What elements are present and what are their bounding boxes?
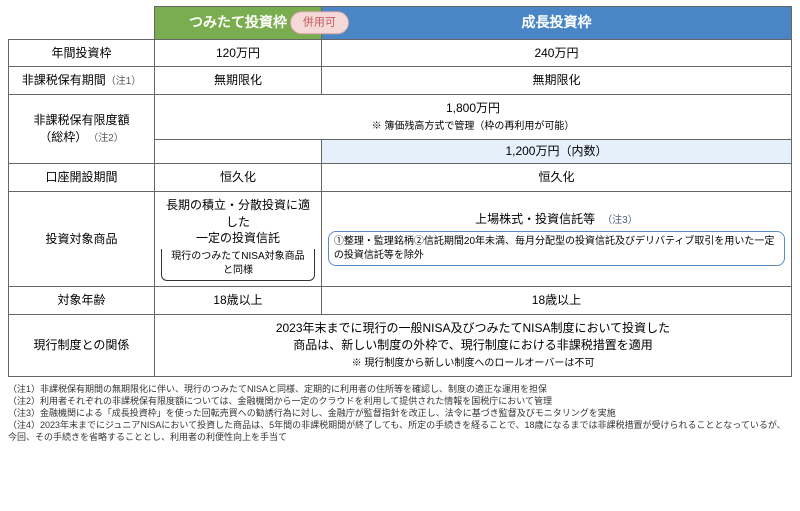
label-opening: 口座開設期間 — [9, 163, 155, 191]
footnotes: （注1）非課税保有期間の無期限化に伴い、現行のつみたてNISAと同様、定期的に利… — [8, 383, 792, 444]
label-age: 対象年齢 — [9, 287, 155, 315]
label-annual: 年間投資枠 — [9, 39, 155, 67]
label-relation: 現行制度との関係 — [9, 314, 155, 376]
footnote-3: （注3）金融機関による「成長投資枠」を使った回転売買への勧誘行為に対し、金融庁が… — [8, 407, 792, 419]
products-growth-exclusion: ①整理・監理銘柄②信託期間20年未満、毎月分配型の投資信託及びデリバティブ取引を… — [328, 231, 785, 266]
holding-growth: 無期限化 — [321, 67, 791, 95]
footnote-1: （注1）非課税保有期間の無期限化に伴い、現行のつみたてNISAと同様、定期的に利… — [8, 383, 792, 395]
limit-tsumitate-sub — [155, 140, 322, 164]
relation-content: 2023年末までに現行の一般NISA及びつみたてNISA制度において投資した 商… — [155, 314, 792, 376]
products-tsumitate: 長期の積立・分散投資に適した 一定の投資信託 現行のつみたてNISA対象商品と同… — [155, 191, 322, 286]
header-tsumitate-label: つみたて投資枠 — [189, 14, 287, 30]
annual-growth: 240万円 — [321, 39, 791, 67]
row-relation: 現行制度との関係 2023年末までに現行の一般NISA及びつみたてNISA制度に… — [9, 314, 792, 376]
label-products: 投資対象商品 — [9, 191, 155, 286]
label-holding-period: 非課税保有期間（注1） — [9, 67, 155, 95]
products-growth: 上場株式・投資信託等 （注3） ①整理・監理銘柄②信託期間20年未満、毎月分配型… — [321, 191, 791, 286]
label-limit-total: 非課税保有限度額 （総枠） （注2） — [9, 95, 155, 164]
limit-amount: 1,800万円 — [446, 101, 500, 115]
combinable-badge: 併用可 — [290, 11, 349, 34]
limit-method: ※ 簿価残高方式で管理（枠の再利用が可能） — [372, 121, 575, 132]
row-limit-total: 非課税保有限度額 （総枠） （注2） 1,800万円 ※ 簿価残高方式で管理（枠… — [9, 95, 792, 140]
age-growth: 18歳以上 — [321, 287, 791, 315]
limit-growth-sub: 1,200万円（内数） — [321, 140, 791, 164]
header-row: つみたて投資枠 併用可 成長投資枠 — [9, 7, 792, 40]
corner-cell — [9, 7, 155, 40]
opening-growth: 恒久化 — [321, 163, 791, 191]
nisa-comparison-table: つみたて投資枠 併用可 成長投資枠 年間投資枠 120万円 240万円 非課税保… — [8, 6, 792, 377]
age-tsumitate: 18歳以上 — [155, 287, 322, 315]
opening-tsumitate: 恒久化 — [155, 163, 322, 191]
row-products: 投資対象商品 長期の積立・分散投資に適した 一定の投資信託 現行のつみたてNIS… — [9, 191, 792, 286]
row-annual: 年間投資枠 120万円 240万円 — [9, 39, 792, 67]
header-growth-label: 成長投資枠 — [521, 14, 591, 30]
holding-tsumitate: 無期限化 — [155, 67, 322, 95]
row-age: 対象年齢 18歳以上 18歳以上 — [9, 287, 792, 315]
footnote-4: （注4）2023年末までにジュニアNISAにおいて投資した商品は、5年間の非課税… — [8, 419, 792, 443]
annual-tsumitate: 120万円 — [155, 39, 322, 67]
row-holding-period: 非課税保有期間（注1） 無期限化 無期限化 — [9, 67, 792, 95]
footnote-2: （注2）利用者それぞれの非課税保有限度額については、金融機関から一定のクラウドを… — [8, 395, 792, 407]
row-opening: 口座開設期間 恒久化 恒久化 — [9, 163, 792, 191]
products-tsumitate-bracket: 現行のつみたてNISA対象商品と同様 — [161, 249, 315, 281]
header-growth: 併用可 成長投資枠 — [321, 7, 791, 40]
limit-total-combined: 1,800万円 ※ 簿価残高方式で管理（枠の再利用が可能） — [155, 95, 792, 140]
